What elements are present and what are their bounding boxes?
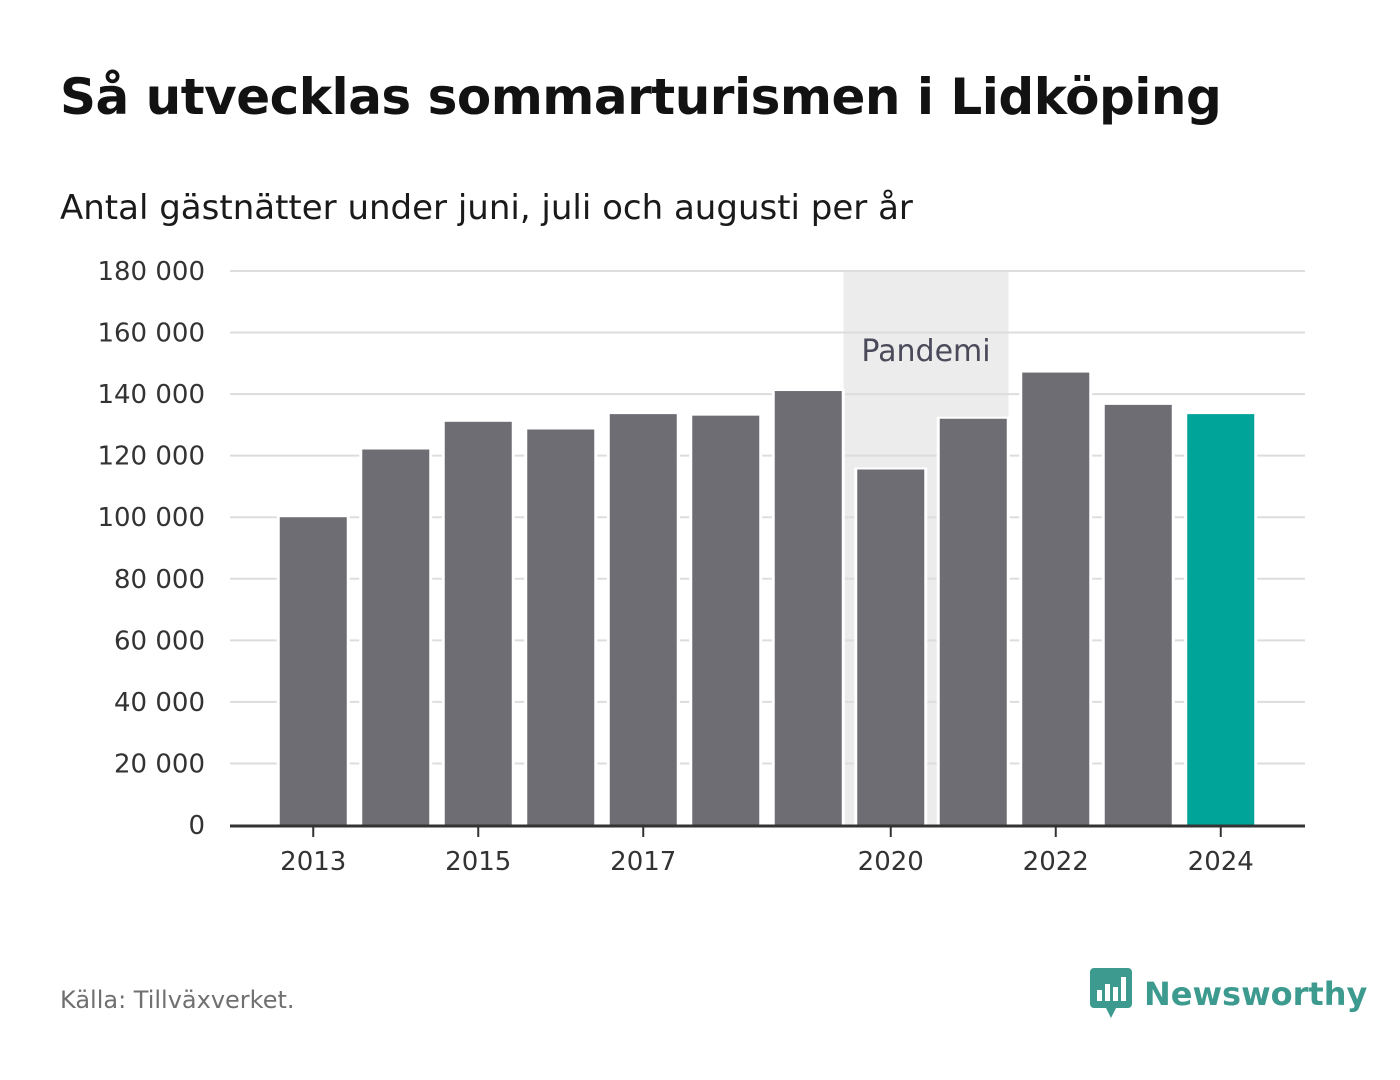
bar-2022	[1022, 372, 1090, 825]
y-tick-label: 20 000	[114, 749, 205, 779]
y-tick-label: 140 000	[97, 380, 205, 410]
bar-2019	[774, 391, 842, 825]
x-tick-label: 2022	[1023, 847, 1089, 877]
y-tick-label: 160 000	[97, 319, 205, 349]
x-axis-ticks: 2013 2015 2017 2020 2022 2024	[280, 825, 1254, 877]
bar-2021	[939, 418, 1007, 825]
y-tick-label: 40 000	[114, 688, 205, 718]
y-tick-label: 120 000	[97, 442, 205, 472]
bar-2024	[1187, 414, 1255, 825]
brand-logo[interactable]: Newsworthy	[1090, 968, 1367, 1020]
bar-chart-speech-bubble-icon	[1090, 968, 1132, 1018]
bar-2015	[444, 421, 512, 825]
bar-chart: Pandemi 0 20 000 40 000 60 000 80 000 100 000…	[97, 257, 1305, 877]
brand-name: Newsworthy	[1144, 975, 1368, 1013]
bar-2017	[609, 414, 677, 825]
y-tick-label: 180 000	[97, 257, 205, 287]
chart-title: Så utvecklas sommarturismen i Lidköping	[60, 68, 1222, 126]
bar-2020	[857, 469, 925, 825]
pandemic-label: Pandemi	[861, 334, 990, 369]
y-tick-label: 80 000	[114, 565, 205, 595]
bar-2014	[362, 449, 430, 825]
bar-2023	[1104, 404, 1172, 825]
y-tick-label: 0	[188, 811, 205, 841]
bar-2018	[692, 415, 760, 825]
x-tick-label: 2020	[858, 847, 924, 877]
y-tick-label: 60 000	[114, 626, 205, 656]
x-tick-label: 2024	[1188, 847, 1254, 877]
bar-2016	[527, 429, 595, 825]
bar-2013	[279, 517, 347, 825]
x-tick-label: 2015	[445, 847, 511, 877]
y-axis-ticks: 0 20 000 40 000 60 000 80 000 100 000 120 000 1…	[97, 257, 205, 841]
x-tick-label: 2013	[280, 847, 346, 877]
chart-subtitle: Antal gästnätter under juni, juli och au…	[60, 188, 913, 228]
x-tick-label: 2017	[610, 847, 676, 877]
y-tick-label: 100 000	[97, 503, 205, 533]
source-note: Källa: Tillväxverket.	[60, 986, 295, 1014]
bars	[276, 370, 1258, 825]
